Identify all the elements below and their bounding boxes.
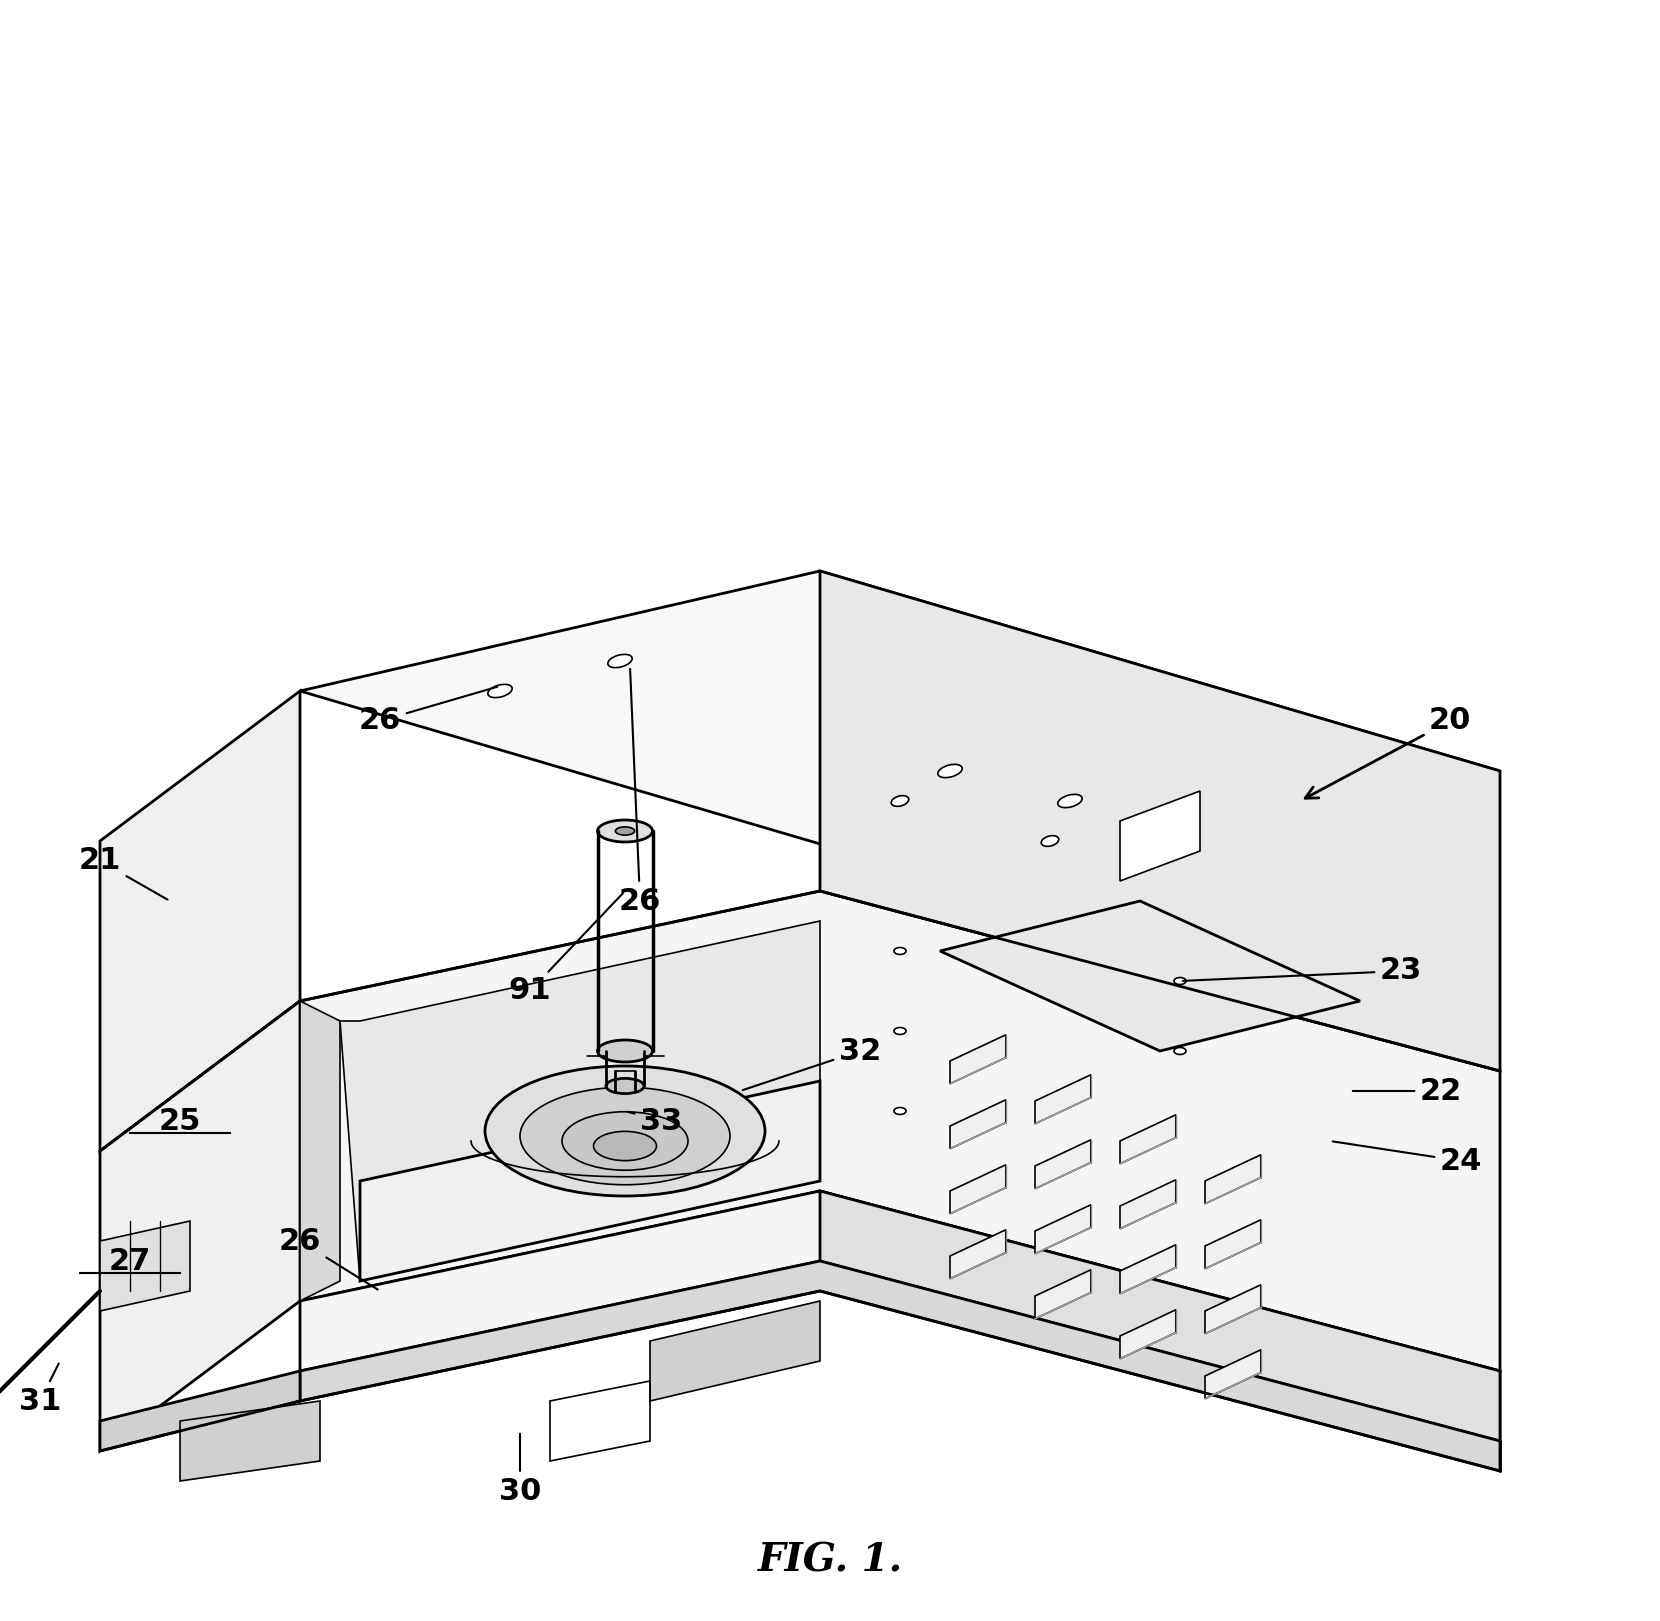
Polygon shape <box>950 1034 1006 1084</box>
Text: 26: 26 <box>359 687 498 736</box>
Polygon shape <box>340 921 820 1281</box>
Text: 26: 26 <box>619 669 661 916</box>
Polygon shape <box>1034 1140 1091 1188</box>
Polygon shape <box>300 571 1501 892</box>
Polygon shape <box>1205 1285 1262 1334</box>
Polygon shape <box>1205 1350 1262 1399</box>
Polygon shape <box>1205 1154 1262 1204</box>
Ellipse shape <box>895 1028 906 1034</box>
Polygon shape <box>651 1302 820 1401</box>
Ellipse shape <box>608 655 632 668</box>
Text: 24: 24 <box>1333 1141 1482 1175</box>
Text: 30: 30 <box>498 1435 541 1506</box>
Polygon shape <box>950 1165 1006 1214</box>
Text: 32: 32 <box>742 1036 881 1089</box>
Text: 21: 21 <box>78 846 168 900</box>
Polygon shape <box>940 901 1360 1050</box>
Polygon shape <box>820 571 1501 1071</box>
Polygon shape <box>300 892 1501 1371</box>
Text: 22: 22 <box>1353 1076 1462 1106</box>
Text: 27: 27 <box>110 1247 151 1276</box>
Ellipse shape <box>1057 794 1082 807</box>
Ellipse shape <box>563 1112 687 1170</box>
Polygon shape <box>100 1221 189 1311</box>
Polygon shape <box>100 1371 300 1451</box>
Ellipse shape <box>616 827 634 835</box>
Polygon shape <box>1120 1310 1175 1358</box>
Polygon shape <box>1034 1204 1091 1253</box>
Polygon shape <box>300 1261 1501 1470</box>
Text: 33: 33 <box>627 1107 682 1135</box>
Ellipse shape <box>598 820 652 841</box>
Polygon shape <box>300 1002 340 1302</box>
Text: 23: 23 <box>1184 956 1423 986</box>
Ellipse shape <box>594 1131 656 1161</box>
Text: 25: 25 <box>159 1107 201 1135</box>
Ellipse shape <box>938 765 963 778</box>
Text: 91: 91 <box>508 893 622 1005</box>
Polygon shape <box>1034 1269 1091 1319</box>
Ellipse shape <box>895 948 906 955</box>
Ellipse shape <box>1174 977 1185 984</box>
Polygon shape <box>300 1191 1501 1441</box>
Ellipse shape <box>520 1088 730 1185</box>
Ellipse shape <box>895 1107 906 1115</box>
Text: 20: 20 <box>1305 707 1471 798</box>
Ellipse shape <box>485 1067 765 1196</box>
Ellipse shape <box>488 684 513 697</box>
Polygon shape <box>100 1002 300 1451</box>
Polygon shape <box>1120 1245 1175 1294</box>
Text: FIG. 1.: FIG. 1. <box>757 1542 903 1580</box>
Ellipse shape <box>1174 1047 1185 1055</box>
Polygon shape <box>1120 1180 1175 1229</box>
Polygon shape <box>820 1191 1501 1441</box>
Ellipse shape <box>1041 836 1059 846</box>
Text: 31: 31 <box>18 1363 61 1415</box>
Ellipse shape <box>598 1041 652 1062</box>
Polygon shape <box>1034 1075 1091 1123</box>
Polygon shape <box>950 1099 1006 1149</box>
Polygon shape <box>100 691 300 1151</box>
Ellipse shape <box>891 796 908 806</box>
Polygon shape <box>179 1401 320 1482</box>
Polygon shape <box>1120 791 1200 880</box>
Polygon shape <box>1205 1219 1262 1269</box>
Polygon shape <box>1120 1115 1175 1164</box>
Polygon shape <box>360 1081 820 1281</box>
Polygon shape <box>950 1230 1006 1279</box>
Ellipse shape <box>606 1078 644 1094</box>
Text: 26: 26 <box>279 1227 377 1290</box>
